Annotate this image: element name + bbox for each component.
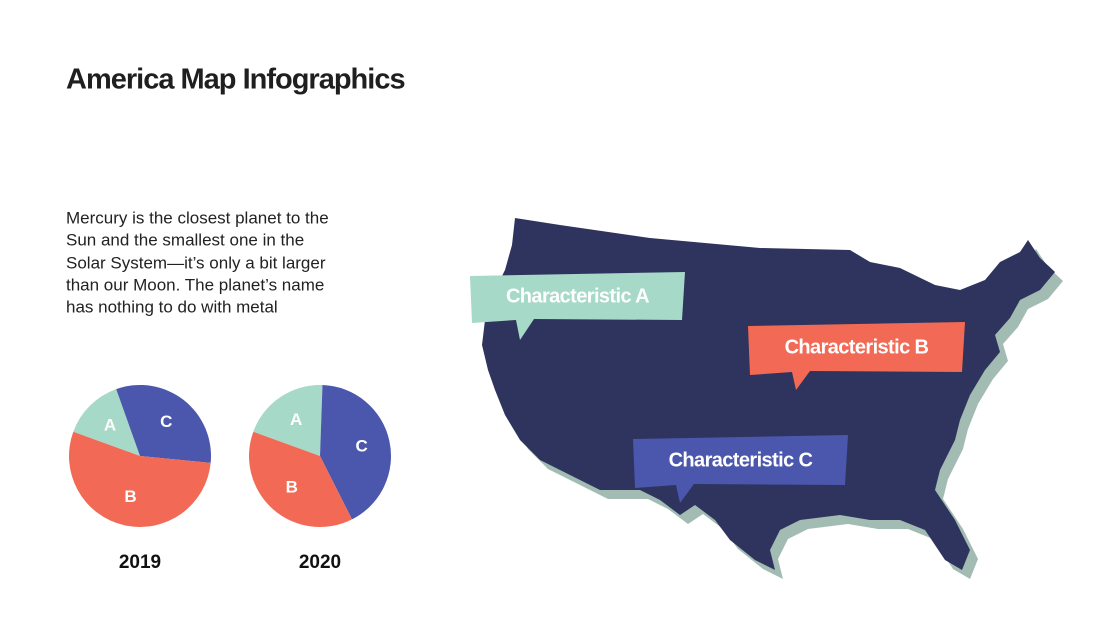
pie-year: 2019 [119, 552, 161, 573]
description-line: Mercury is the closest planet to the [66, 208, 329, 227]
description-line: Solar System—it’s only a bit larger [66, 253, 326, 272]
description-line: Sun and the smallest one in the [66, 230, 304, 249]
slice-label: B [286, 477, 298, 496]
slide-title: America Map Infographics [66, 64, 405, 96]
callout-label: Characteristic A [506, 285, 649, 307]
map-shape [482, 218, 1055, 570]
pie-slice [116, 385, 211, 463]
slice-label: C [355, 436, 367, 455]
pie-year: 2020 [299, 552, 341, 573]
callout-bubble [470, 272, 685, 340]
pie-slice [253, 384, 323, 456]
slice-label: B [124, 487, 136, 506]
description-line: has nothing to do with metal [66, 297, 278, 316]
slice-label: A [104, 415, 116, 434]
pie-slice [320, 385, 391, 520]
pie-slice [249, 431, 353, 527]
callout-bubble [633, 435, 848, 503]
callouts: Characteristic A Characteristic B Characte… [470, 272, 965, 503]
pie-slice [73, 389, 140, 456]
callout-label: Characteristic C [669, 449, 813, 471]
description-line: than our Moon. The planet’s name [66, 275, 324, 294]
usa-map [482, 218, 1063, 579]
callout-bubble [748, 322, 965, 390]
description: Mercury is the closest planet to the Sun… [66, 208, 329, 316]
slice-label: C [160, 412, 172, 431]
slice-label: A [290, 410, 302, 429]
pie-slice [69, 431, 211, 527]
pie-charts: A C B 2019 A C B 2020 [69, 384, 391, 573]
callout-label: Characteristic B [785, 336, 929, 358]
